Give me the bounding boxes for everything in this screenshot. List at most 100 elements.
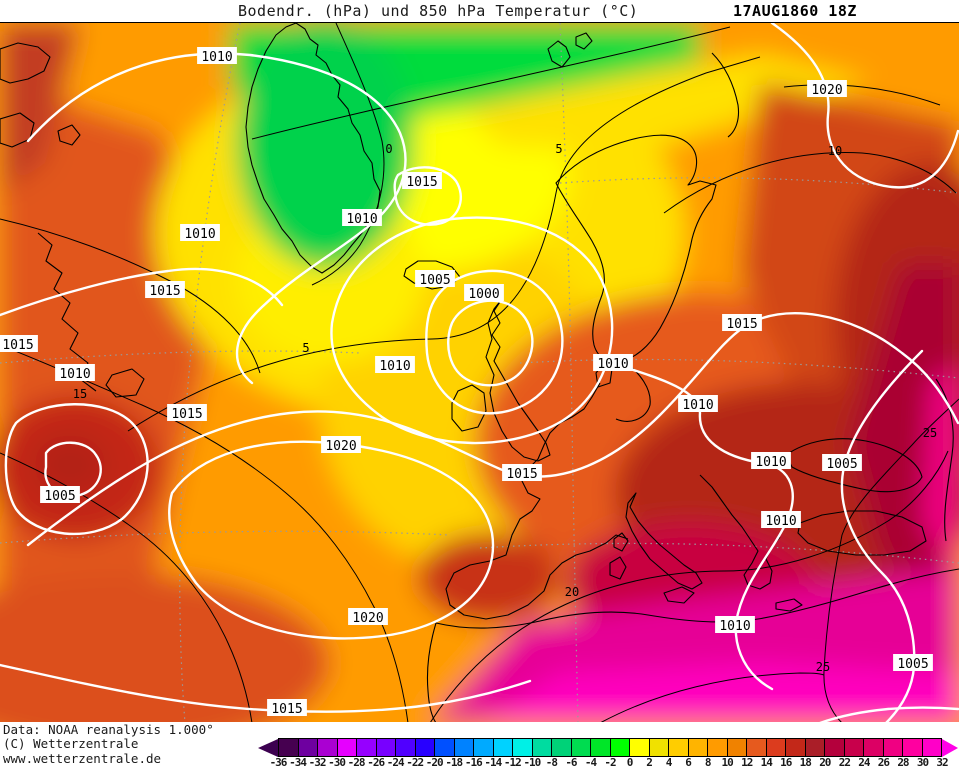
credit-data-source: Data: NOAA reanalysis 1.000° [3,722,214,737]
colorbar-cell [708,739,728,756]
colorbar-tick-label: 8 [704,756,712,769]
coastlines [0,23,959,723]
colorbar-tick-label: -26 [367,756,385,769]
colorbar-right-arrow-icon [942,738,958,757]
colorbar-tick-label: 16 [780,756,792,769]
colorbar-tick-label: -28 [347,756,366,769]
colorbar-cell [318,739,338,756]
colorbar-tick-label: -20 [425,756,444,769]
isobar-label-box [197,47,237,64]
isobar-label: 1010 [755,455,786,470]
colorbar-cell [864,739,884,756]
isobar-label-box [761,511,801,528]
colorbar-tick-label: -8 [545,756,558,769]
isobar-label: 1005 [826,457,857,472]
map-svg: 1010101510101010101510051000101510101010… [0,23,959,723]
colorbar-tick-label: 12 [741,756,753,769]
colorbar-cell [474,739,494,756]
colorbar-tick-label: -24 [386,756,405,769]
colorbar-cell [591,739,611,756]
colorbar-cell [922,739,941,756]
colorbar-cell [630,739,650,756]
isobar-label: 1010 [682,398,713,413]
colorbar-cell [825,739,845,756]
colorbar-cell [766,739,786,756]
isobar-label-box [415,270,455,287]
map-canvas: 1010 1015 1010 1010 1015 1005 1000 1015 1010 1010… [0,22,959,723]
colorbar-tick-label: -12 [503,756,522,769]
colorbar-cell [454,739,474,756]
isobar-label-box [180,224,220,241]
isobar-label-box [267,699,307,716]
isobar-label: 1000 [468,287,499,302]
isobar-label: 1020 [352,611,383,626]
colorbar-tick-label: -4 [584,756,597,769]
colorbar-cell [396,739,416,756]
temp-contour-label: 5 [555,142,562,156]
colorbar-cell [786,739,806,756]
colorbar-tick-label: 18 [799,756,812,769]
isobar-label: 1015 [2,338,33,353]
temp-contour-label: 15 [73,387,87,401]
footer-bar: Data: NOAA reanalysis 1.000° (C) Wetterz… [0,722,959,770]
isobar-label-box [167,404,207,421]
colorbar-tick-label: 20 [819,756,831,769]
isobar-label-box [402,172,442,189]
temp-contour-lines [0,23,959,723]
colorbar-cell [415,739,435,756]
colorbar-cell [669,739,689,756]
temperature-field [0,23,959,723]
isobar-label-box [145,281,185,298]
colorbar-tick-label: -36 [269,756,288,769]
colorbar-cell [727,739,747,756]
colorbar-tick-label: -10 [523,756,541,769]
temp-contour-label: 0 [385,142,392,156]
isobar-label-box [375,356,415,373]
isobar-label-box [348,608,388,625]
isobar-label: 1010 [379,359,410,374]
colorbar-cell [337,739,357,756]
isobar-label: 1010 [597,357,628,372]
colorbar-tick-label: 0 [626,756,634,769]
colorbar-cell [376,739,396,756]
isobar-label: 1020 [811,83,842,98]
isobar-label-box [678,395,718,412]
title-bar: Bodendr. (hPa) und 850 hPa Temperatur (°… [0,0,959,22]
isobar-label-box [593,354,633,371]
isobar-label: 1010 [59,367,90,382]
isobar-label: 1005 [897,657,928,672]
colorbar-cell [649,739,669,756]
credit-website: www.wetterzentrale.de [3,751,162,766]
colorbar-cell [513,739,533,756]
temp-contour-labels: 0 5 10 5 15 20 25 25 [73,142,937,674]
isobar-label-box [722,314,762,331]
pressure-labels: 1010101510101010101510051000101510101010… [0,47,933,717]
colorbar-tick-label: -32 [308,756,327,769]
colorbar-tick-label: -30 [328,756,346,769]
isobar-label: 1015 [726,317,757,332]
temp-contour-label: 10 [828,144,842,158]
isobar-label-box [55,364,95,381]
isobar-label-box [321,436,361,453]
isobar-label-box [464,284,504,301]
colorbar-tick-label: 4 [665,756,673,769]
isobar-label: 1015 [271,702,302,717]
colorbar-ticks: -36 -34 -32 -30 -28 -26 -24 -22 -20 -18 -16 -14 -12-… [258,756,958,769]
colorbar-cell [805,739,825,756]
isobar-label: 1005 [419,273,450,288]
isobar-label: 1010 [765,514,796,529]
isobar-label: 1020 [325,439,356,454]
temp-contour-label: 20 [565,585,579,599]
colorbar-tick-label: 10 [721,756,734,769]
colorbar-tick-label: 24 [858,756,870,769]
colorbar-tick-label: 28 [897,756,909,769]
map-datetime: 17AUG1860 18Z [733,2,857,20]
isobar-label-box [0,335,38,352]
colorbar-tick-label: 6 [685,756,692,769]
credit-copyright: (C) Wetterzentrale [3,736,139,751]
isobar-label: 1010 [201,50,232,65]
isobar-label: 1005 [44,489,75,504]
colorbar-tick-label: 22 [838,756,851,769]
temperature-colorbar: -36 -34 -32 -30 -28 -26 -24 -22 -20 -18 -16 -14 -12-… [258,738,958,769]
